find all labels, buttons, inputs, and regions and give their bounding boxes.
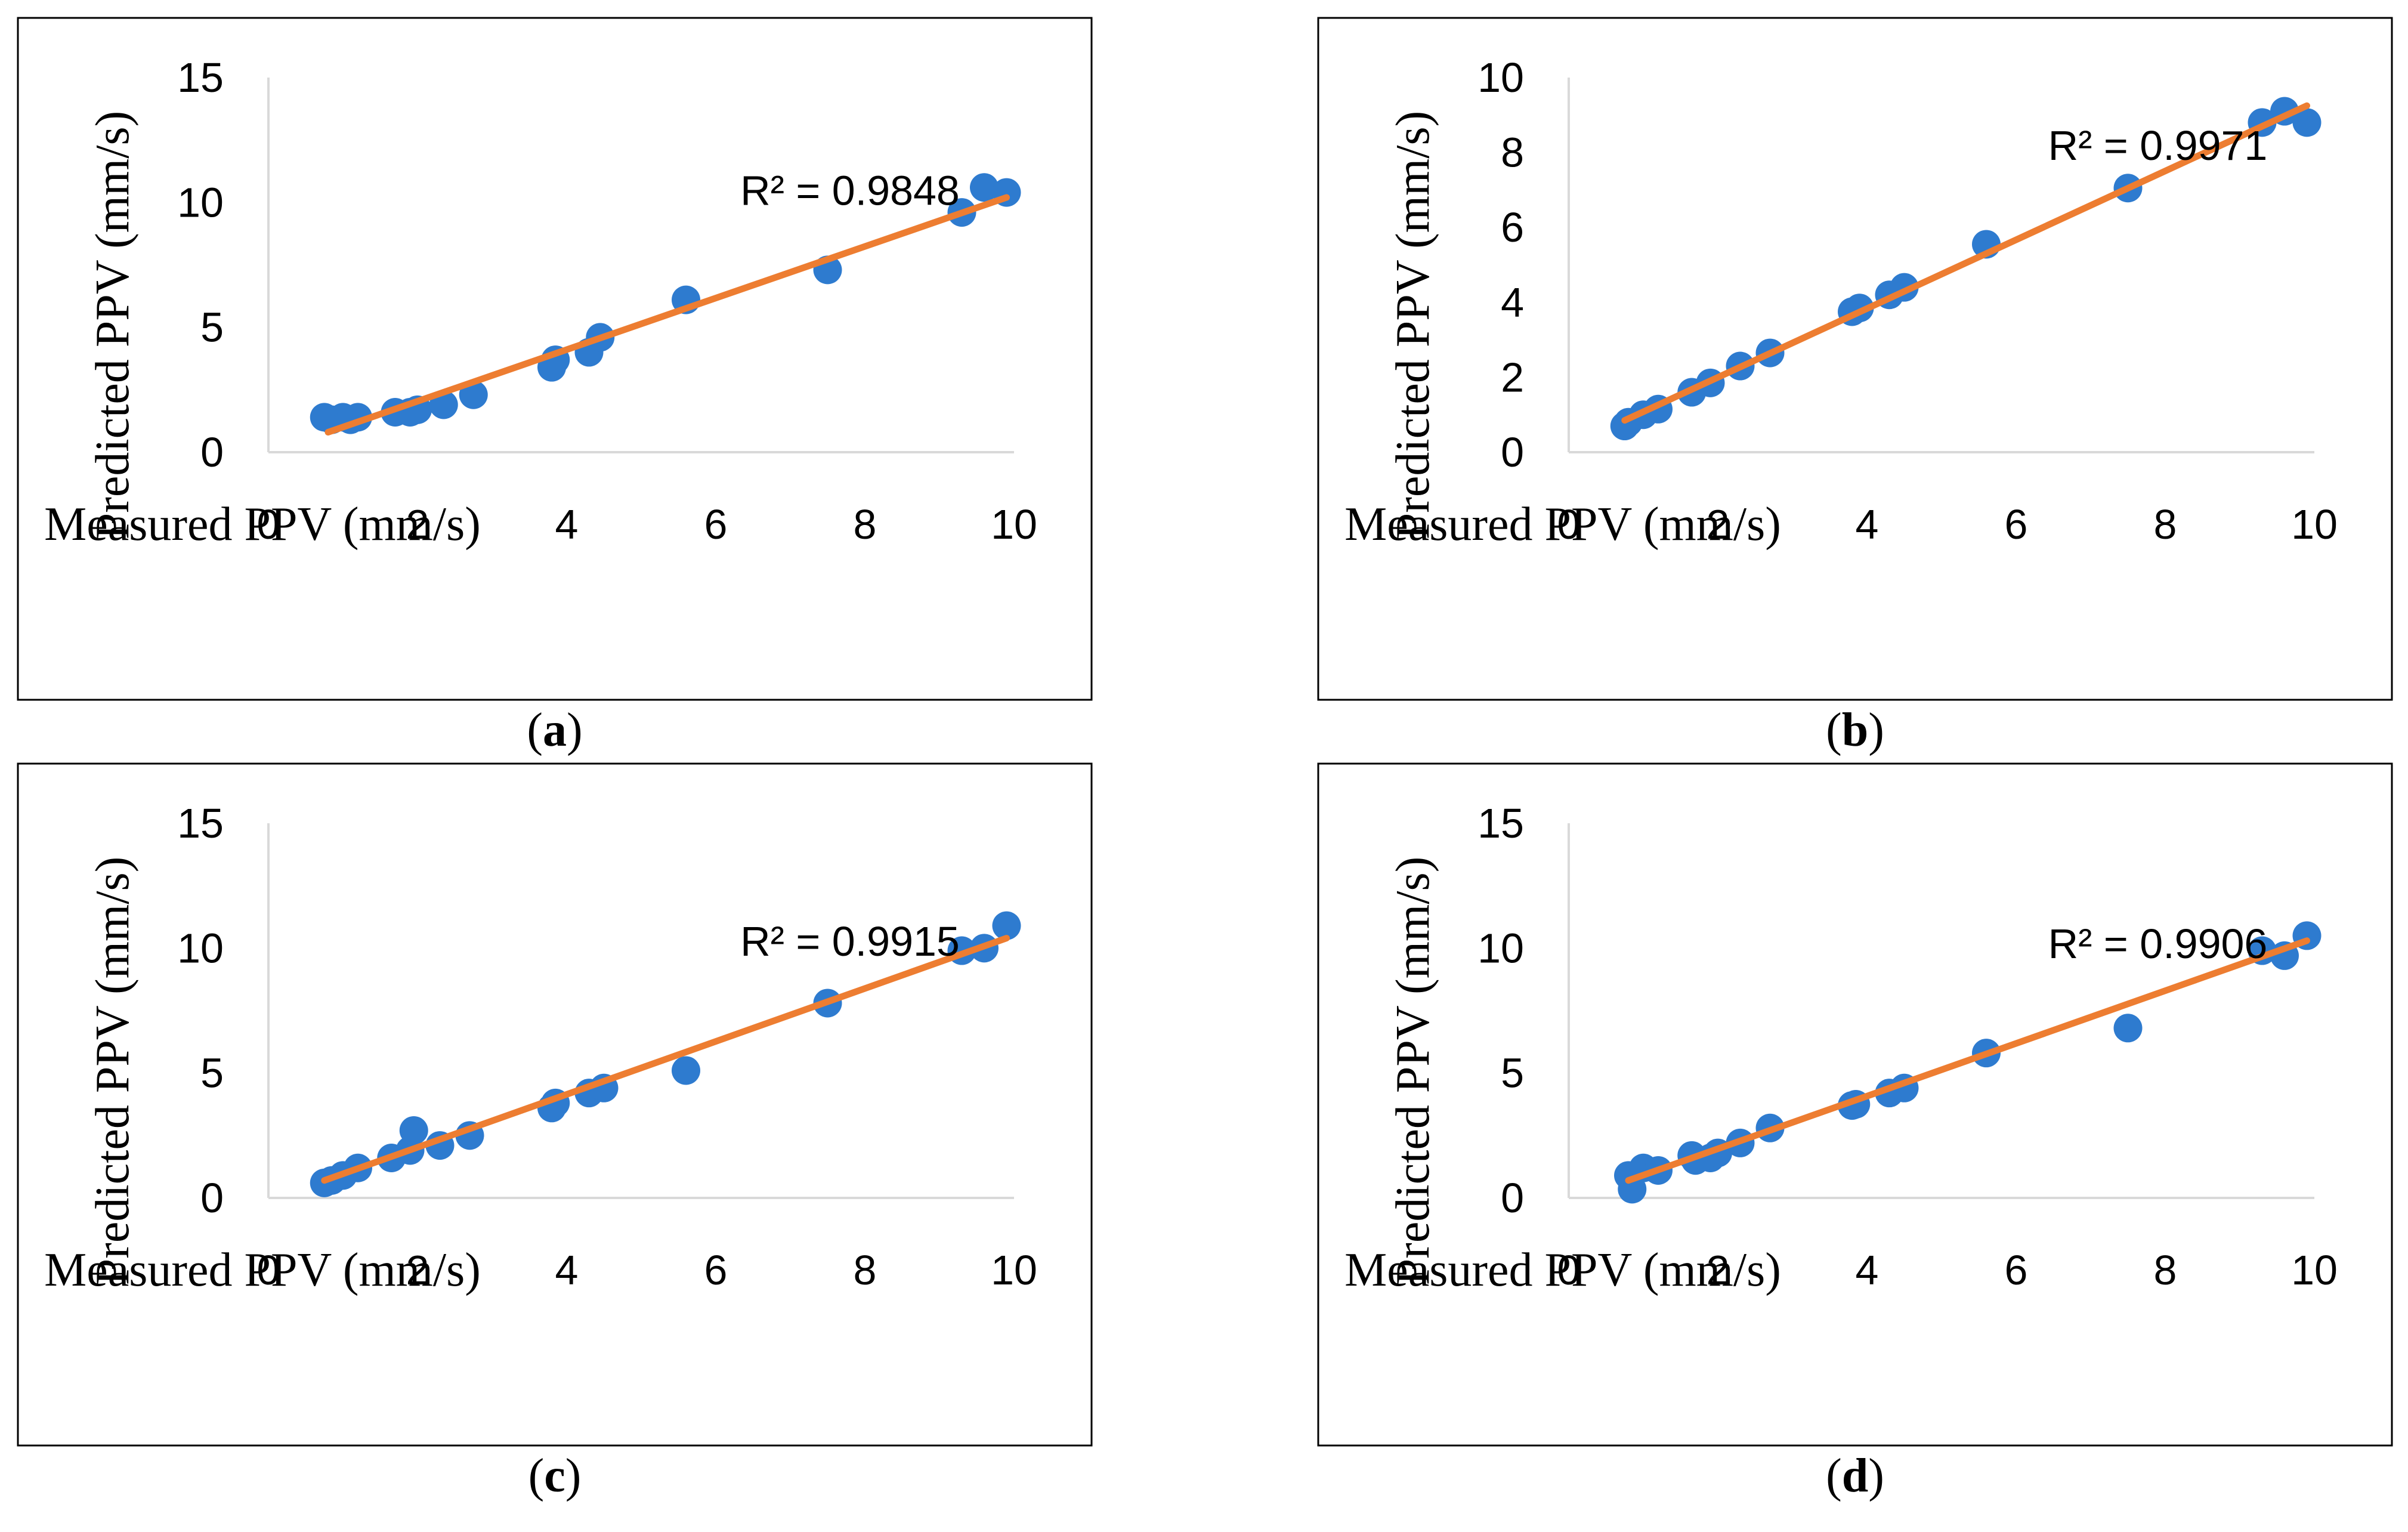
panel-b-frame bbox=[1317, 17, 2393, 701]
y-tick-label: 15 bbox=[177, 800, 224, 847]
x-tick-label: 2 bbox=[1707, 501, 1730, 548]
x-axis-title: Measured PPV (mm/s) bbox=[44, 498, 481, 551]
x-tick-label: 2 bbox=[406, 501, 429, 548]
panel-d-caption: (d) bbox=[1826, 1450, 1884, 1502]
x-tick-label: 4 bbox=[1856, 501, 1879, 548]
panel-c-caption: (c) bbox=[528, 1450, 582, 1502]
panel-d-frame bbox=[1317, 762, 2393, 1447]
x-tick-label: 4 bbox=[1856, 1247, 1879, 1293]
x-tick-label: 0 bbox=[1557, 501, 1581, 548]
panel-a-frame bbox=[17, 17, 1093, 701]
r-squared-label: R² = 0.9848 bbox=[740, 168, 960, 214]
x-axis-title: Measured PPV (mm/s) bbox=[44, 1244, 481, 1296]
trendline bbox=[1621, 102, 2310, 424]
y-tick-label: 10 bbox=[1477, 925, 1524, 971]
data-point bbox=[399, 1116, 428, 1145]
y-tick-label: 10 bbox=[177, 179, 224, 226]
x-tick-label: 10 bbox=[991, 1247, 1037, 1293]
y-tick-label: 5 bbox=[200, 304, 224, 351]
panel-caption: (c) bbox=[528, 1450, 582, 1502]
panel-caption: (b) bbox=[1826, 704, 1884, 756]
y-axis-title: Predicted PPV (mm/s) bbox=[86, 111, 139, 540]
x-tick-label: 4 bbox=[555, 1247, 579, 1293]
y-tick-label: 10 bbox=[177, 925, 224, 971]
x-tick-label: 0 bbox=[1557, 1247, 1581, 1293]
panel-c: Measured PPV (mm/s) Predicted PPV (mm/s)… bbox=[17, 762, 1093, 1447]
x-tick-label: 8 bbox=[854, 1247, 877, 1293]
trendline bbox=[324, 194, 1010, 436]
r-squared-label: R² = 0.9915 bbox=[740, 918, 960, 965]
y-tick-label: 8 bbox=[1501, 129, 1524, 176]
panel-caption: (a) bbox=[527, 704, 582, 756]
trendline bbox=[321, 935, 1010, 1184]
data-point bbox=[2113, 1014, 2143, 1043]
trendline bbox=[1625, 937, 2310, 1184]
x-tick-label: 8 bbox=[854, 501, 877, 548]
x-tick-label: 6 bbox=[704, 501, 728, 548]
data-point bbox=[1618, 1175, 1647, 1204]
x-axis-title: Measured PPV (mm/s) bbox=[1344, 1244, 1781, 1296]
panel-caption: (d) bbox=[1826, 1450, 1884, 1502]
y-tick-label: 0 bbox=[200, 1175, 224, 1221]
y-tick-label: 10 bbox=[1477, 54, 1524, 101]
y-tick-label: 6 bbox=[1501, 204, 1524, 251]
panel-d: Measured PPV (mm/s) Predicted PPV (mm/s)… bbox=[1317, 762, 2393, 1447]
y-tick-label: 2 bbox=[1501, 354, 1524, 400]
x-tick-label: 6 bbox=[2005, 1247, 2028, 1293]
x-tick-label: 10 bbox=[2291, 1247, 2338, 1293]
panel-a-caption: (a) bbox=[527, 704, 582, 756]
data-point bbox=[992, 911, 1021, 940]
y-axis-title: Predicted PPV (mm/s) bbox=[86, 857, 139, 1286]
x-tick-label: 10 bbox=[2291, 501, 2338, 548]
panel-a: Measured PPV (mm/s) Predicted PPV (mm/s)… bbox=[17, 17, 1093, 701]
x-tick-label: 8 bbox=[2154, 501, 2177, 548]
x-tick-label: 0 bbox=[257, 1247, 280, 1293]
x-tick-label: 6 bbox=[2005, 501, 2028, 548]
panel-b: Measured PPV (mm/s) Predicted PPV (mm/s)… bbox=[1317, 17, 2393, 701]
y-tick-label: 0 bbox=[1501, 1175, 1524, 1221]
data-point bbox=[672, 1056, 700, 1085]
y-tick-label: 5 bbox=[200, 1050, 224, 1097]
y-tick-label: 4 bbox=[1501, 279, 1524, 326]
panel-c-frame bbox=[17, 762, 1093, 1447]
x-tick-label: 10 bbox=[991, 501, 1037, 548]
x-tick-label: 2 bbox=[1707, 1247, 1730, 1293]
y-tick-label: 15 bbox=[1477, 800, 1524, 847]
x-axis-title: Measured PPV (mm/s) bbox=[1344, 498, 1781, 551]
y-axis-title: Predicted PPV (mm/s) bbox=[1387, 857, 1439, 1286]
panel-b-caption: (b) bbox=[1826, 704, 1884, 756]
x-tick-label: 0 bbox=[257, 501, 280, 548]
y-tick-label: 0 bbox=[200, 429, 224, 475]
y-tick-label: 0 bbox=[1501, 429, 1524, 475]
data-point bbox=[2292, 108, 2322, 137]
y-tick-label: 5 bbox=[1501, 1050, 1524, 1097]
r-squared-label: R² = 0.9971 bbox=[2048, 122, 2268, 169]
x-tick-label: 8 bbox=[2154, 1247, 2177, 1293]
x-tick-label: 2 bbox=[406, 1247, 429, 1293]
x-tick-label: 6 bbox=[704, 1247, 728, 1293]
y-tick-label: 15 bbox=[177, 54, 224, 101]
x-tick-label: 4 bbox=[555, 501, 579, 548]
r-squared-label: R² = 0.9906 bbox=[2048, 921, 2268, 967]
y-axis-title: Predicted PPV (mm/s) bbox=[1387, 111, 1439, 540]
data-point bbox=[970, 173, 999, 202]
